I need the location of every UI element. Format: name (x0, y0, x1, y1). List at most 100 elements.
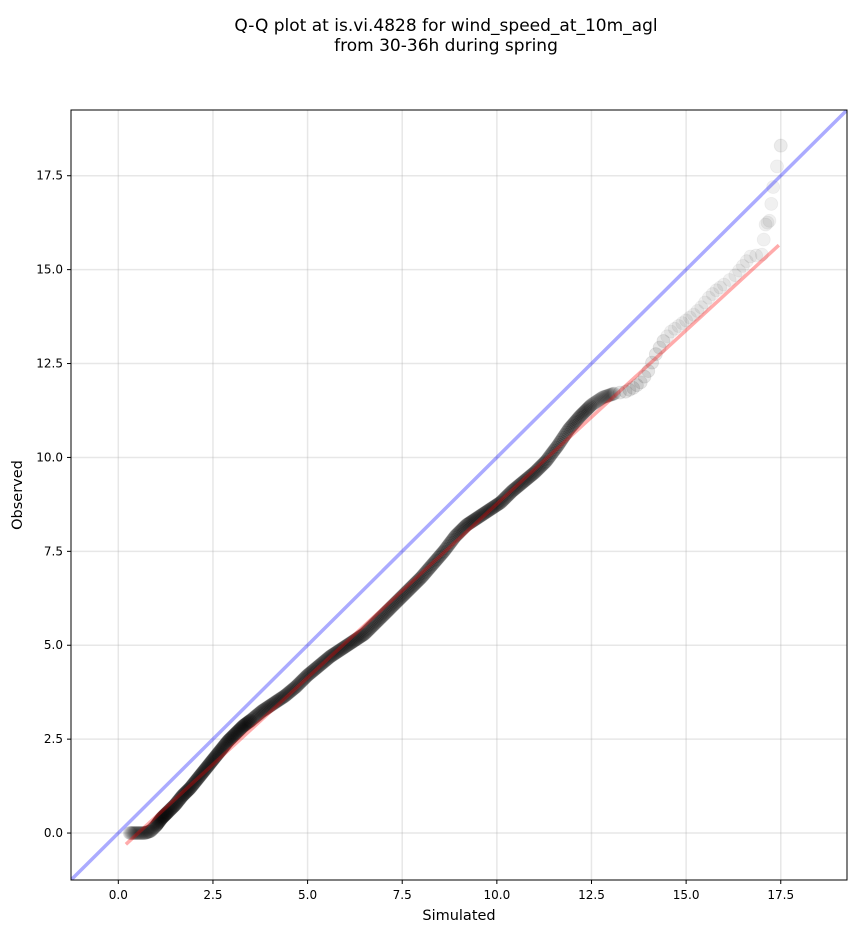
quantile-point (518, 473, 533, 487)
quantile-point (277, 689, 292, 703)
quantile-point (128, 826, 142, 840)
quantile-point (178, 785, 193, 800)
quantile-point (175, 788, 190, 803)
quantile-point (732, 263, 747, 278)
quantile-point (756, 232, 771, 247)
quantile-point (396, 588, 410, 603)
quantile-point (598, 389, 613, 404)
quantile-point (172, 792, 187, 807)
x-tick-label: 5.0 (298, 888, 317, 902)
quantile-point (213, 743, 228, 758)
quantile-point (584, 397, 599, 412)
quantile-point (558, 427, 573, 442)
quantile-point (525, 467, 540, 482)
quantile-point (532, 461, 547, 475)
quantile-point (228, 726, 243, 741)
x-tick-label: 12.5 (578, 888, 605, 902)
quantile-point (180, 784, 195, 798)
quantile-point (285, 682, 300, 697)
quantile-point (379, 605, 393, 620)
quantile-point (568, 414, 583, 429)
quantile-point (607, 386, 622, 401)
quantile-point (131, 826, 145, 840)
quantile-point (125, 826, 139, 840)
quantile-point (480, 504, 494, 519)
quantile-point (408, 576, 423, 591)
quantile-point (252, 705, 267, 720)
quantile-point (499, 489, 514, 504)
quantile-point (291, 677, 306, 692)
quantile-point (400, 584, 415, 599)
plot-frame (70, 109, 848, 881)
quantile-point (268, 695, 283, 709)
quantile-point (551, 437, 566, 452)
quantile-point (131, 826, 146, 840)
chart-title-line1: Q-Q plot at is.vi.4828 for wind_speed_at… (234, 16, 657, 36)
quantile-point (228, 727, 242, 742)
quantile-point (648, 347, 663, 362)
quantile-point (243, 713, 258, 728)
quantile-point (164, 801, 179, 816)
quantile-point (259, 701, 274, 715)
quantile-point (502, 486, 517, 501)
quantile-point (187, 775, 202, 790)
quantile-point (422, 561, 436, 576)
quantile-point (474, 508, 489, 523)
quantile-point (358, 625, 373, 640)
points (122, 138, 788, 840)
quantile-point (390, 594, 405, 609)
quantile-point (481, 503, 496, 518)
quantile-point (141, 824, 156, 839)
quantile-point (388, 596, 402, 611)
quantile-point (585, 397, 600, 412)
quantile-point (582, 400, 597, 415)
quantile-point (465, 514, 480, 529)
quantile-point (505, 484, 519, 499)
quantile-point (137, 826, 151, 840)
quantile-point (468, 512, 483, 526)
quantile-point (524, 468, 539, 483)
quantile-point (443, 535, 458, 550)
y-tick-label: 0.0 (44, 826, 63, 840)
quantile-point (218, 737, 232, 752)
quantile-point (526, 466, 541, 481)
quantile-point (267, 695, 282, 710)
quantile-point (590, 394, 605, 408)
quantile-point (398, 586, 413, 601)
quantile-point (427, 554, 442, 569)
quantile-point (701, 290, 716, 305)
quantile-point (166, 799, 181, 814)
quantile-point (773, 138, 788, 153)
quantile-point (397, 587, 412, 602)
quantile-point (544, 446, 559, 461)
quantile-point (575, 406, 590, 421)
quantile-point (439, 541, 454, 556)
quantile-point (324, 648, 339, 663)
quantile-point (523, 469, 538, 484)
quantile-point (146, 821, 161, 836)
quantile-point (618, 384, 633, 399)
quantile-point (155, 810, 170, 825)
quantile-point (478, 505, 493, 520)
quantile-point (160, 806, 174, 820)
quantile-point (354, 629, 368, 644)
quantile-point (599, 389, 614, 404)
quantile-point (557, 429, 572, 443)
quantile-point (144, 823, 159, 837)
quantile-point (199, 760, 214, 775)
quantile-point (489, 498, 503, 513)
quantile-point (371, 613, 385, 628)
quantile-point (709, 283, 724, 298)
quantile-point (321, 651, 335, 666)
quantile-point (413, 571, 427, 586)
quantile-point (475, 507, 490, 522)
quantile-point (237, 717, 252, 732)
quantile-point (199, 761, 214, 776)
quantile-point (295, 674, 309, 688)
quantile-point (743, 249, 758, 264)
quantile-point (123, 826, 138, 840)
quantile-point (322, 650, 337, 665)
quantile-point (482, 503, 497, 517)
quantile-point (141, 825, 156, 839)
quantile-point (418, 565, 433, 580)
